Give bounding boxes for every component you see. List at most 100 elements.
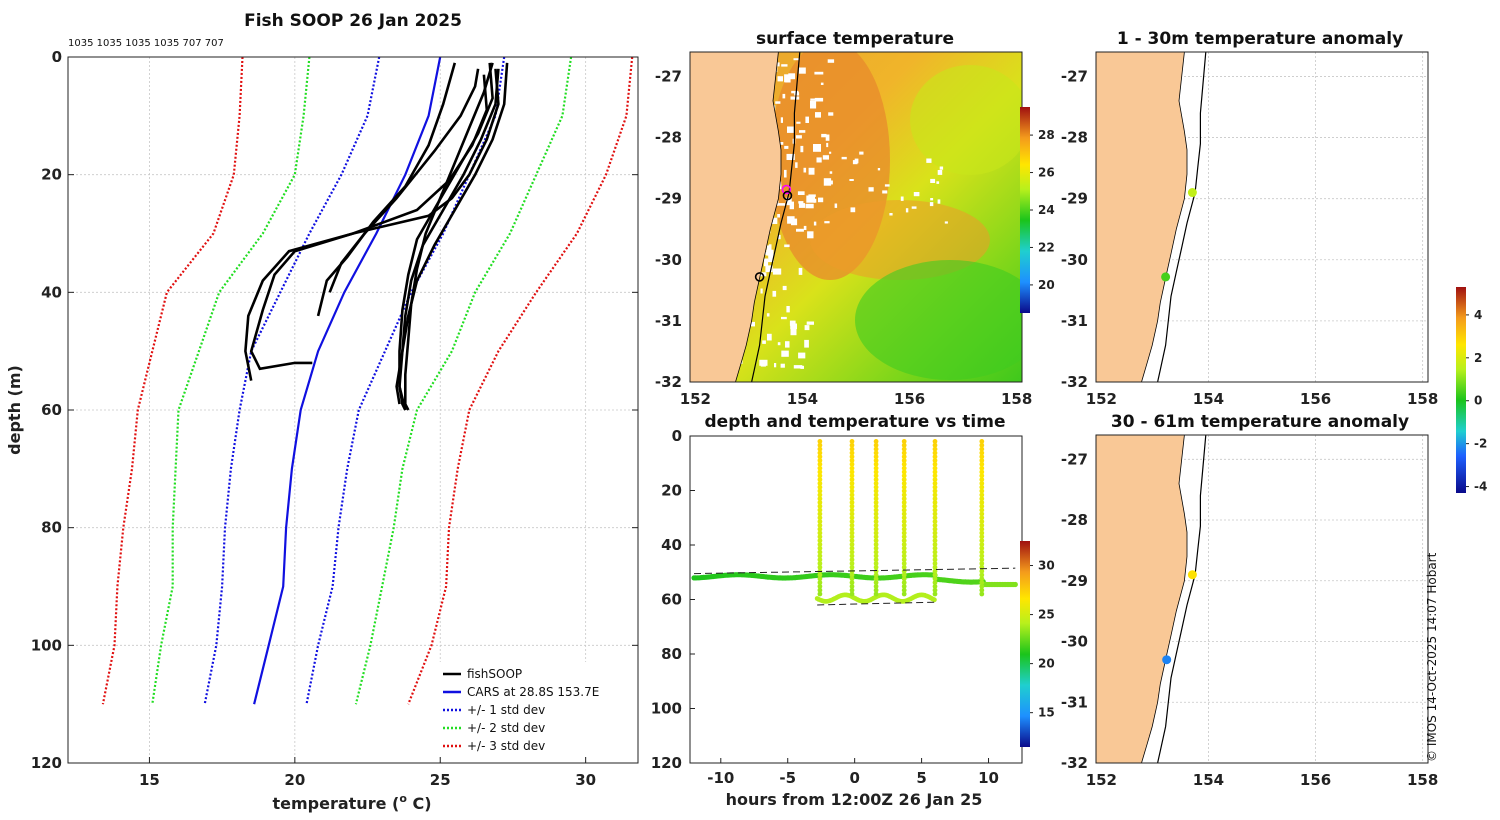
depth-time-descent-sample xyxy=(901,519,907,524)
cloud-speck xyxy=(797,191,805,195)
depth-time-descent-sample xyxy=(849,587,855,593)
cloud-speck xyxy=(900,196,904,201)
depth-time-descent-sample xyxy=(873,568,879,574)
depth-time-descent-sample xyxy=(817,465,823,471)
depth-time-descent-sample xyxy=(817,454,823,460)
std3-upper-line xyxy=(407,56,634,705)
anomaly-shallow-axes-frame xyxy=(1095,51,1429,383)
depth-time-ytick-label: 120 xyxy=(651,754,682,772)
depth-time-descent-sample xyxy=(979,458,985,463)
depth-time-descent-sample xyxy=(932,458,938,463)
depth-time-descent-sample xyxy=(901,477,907,482)
depth-time-descent-sample xyxy=(932,542,938,547)
depth-time-descent-sample xyxy=(901,576,907,582)
cloud-speck xyxy=(841,156,847,160)
depth-time-descent-sample xyxy=(979,572,985,578)
cloud-speck xyxy=(789,320,796,326)
depth-time-descent-sample xyxy=(873,450,879,456)
depth-time-descent-sample xyxy=(979,511,985,517)
depth-time-descent-sample xyxy=(932,481,938,486)
depth-time-descent-sample xyxy=(817,507,823,513)
cloud-speck xyxy=(782,285,787,291)
depth-time-descent-sample xyxy=(849,477,855,482)
depth-time-descent-sample xyxy=(817,557,823,563)
depth-time-descent-sample xyxy=(901,454,907,460)
depth-time-descent-sample xyxy=(849,446,855,452)
cloud-speck xyxy=(905,208,909,213)
depth-time-descent-sample xyxy=(849,454,855,460)
depth-time-descent-sample xyxy=(817,580,823,585)
depth-time-descent-sample xyxy=(817,564,823,570)
profile-ytick-label: 80 xyxy=(41,519,62,537)
depth-time-colorbar xyxy=(1020,541,1030,747)
depth-time-colorbar-tick-label: 30 xyxy=(1038,559,1055,573)
depth-time-descent-sample xyxy=(932,511,938,517)
depth-time-descent-sample xyxy=(817,530,823,536)
cloud-speck xyxy=(781,350,789,357)
depth-time-descent-sample xyxy=(979,580,985,585)
cloud-speck xyxy=(776,62,780,67)
depth-time-descent-sample xyxy=(979,488,985,494)
anomaly-deep-ytick-label: -29 xyxy=(1061,572,1088,590)
depth-time-descent-sample xyxy=(873,538,879,543)
depth-time-descent-sample xyxy=(979,496,985,502)
cloud-speck xyxy=(808,194,816,197)
depth-time-descent-sample xyxy=(979,461,985,467)
cloud-speck xyxy=(859,151,864,155)
sst-ytick-label: -29 xyxy=(655,190,682,208)
depth-time-descent-sample xyxy=(873,561,879,566)
depth-time-descent-sample xyxy=(979,484,985,490)
anomaly-shallow-ytick-label: -32 xyxy=(1061,373,1088,391)
cloud-speck xyxy=(798,67,806,74)
depth-time-descent-sample xyxy=(817,484,823,490)
sst-colorbar-ticks: 20 22 24 26 28 xyxy=(1030,128,1055,292)
depth-time-descent-sample xyxy=(817,461,823,467)
profile-fishsoop-casts xyxy=(244,62,509,411)
cloud-speck xyxy=(767,333,772,341)
depth-time-descent-sample xyxy=(901,496,907,502)
depth-time-descent-sample xyxy=(873,442,879,448)
depth-time-ytick-label: 100 xyxy=(651,700,682,718)
depth-time-xtick-label: -5 xyxy=(779,769,796,787)
anomaly-colorbar-tick-label: 2 xyxy=(1474,351,1482,365)
fishsoop-cast-6 xyxy=(249,68,500,371)
depth-time-descent-sample xyxy=(817,492,823,498)
fishsoop-cast-4 xyxy=(398,62,494,411)
cloud-speck xyxy=(849,179,854,181)
depth-time-descent-sample xyxy=(849,469,855,475)
depth-time-descent-sample xyxy=(901,564,907,570)
depth-time-descent-sample xyxy=(849,549,855,555)
depth-time-descent-sample xyxy=(817,538,823,543)
depth-time-descent-sample xyxy=(979,534,985,540)
cloud-speck xyxy=(807,231,814,239)
cloud-speck xyxy=(805,203,814,209)
cloud-speck xyxy=(786,153,795,160)
anomaly-deep-xtick-label: 152 xyxy=(1086,771,1117,789)
depth-time-descent-sample xyxy=(817,515,823,521)
depth-time-descent-sample xyxy=(817,503,823,509)
depth-time-descent-sample xyxy=(873,584,879,589)
sst-map xyxy=(690,52,1022,382)
depth-time-descent-sample xyxy=(979,507,985,513)
depth-time-descent-sample xyxy=(901,492,907,498)
depth-time-descent-sample xyxy=(817,488,823,494)
cloud-speck xyxy=(937,199,941,204)
depth-time-descent-sample xyxy=(817,500,823,505)
cloud-speck xyxy=(815,112,821,118)
anomaly-colorbar-tick-label: 4 xyxy=(1474,308,1482,322)
depth-time-descent-sample xyxy=(901,534,907,540)
depth-time-descent-sample xyxy=(932,507,938,513)
anomaly-deep-ticks: 152 154 156 158 -27 -28 -29 -30 -31 -32 xyxy=(1061,450,1438,789)
depth-time-ytick-label: 60 xyxy=(661,591,682,609)
depth-time-descent-sample xyxy=(817,584,823,589)
depth-time-descent-sample xyxy=(979,523,985,528)
profile-title: Fish SOOP 26 Jan 2025 xyxy=(244,11,462,31)
profile-counts: 1035 1035 1035 1035 707 707 xyxy=(68,38,224,49)
depth-time-descent-sample xyxy=(901,461,907,467)
cloud-speck xyxy=(790,96,800,100)
depth-time-descent-sample xyxy=(873,545,879,551)
cloud-speck xyxy=(781,64,788,67)
depth-time-descent-sample xyxy=(849,534,855,540)
depth-time-descent-sample xyxy=(932,576,938,582)
